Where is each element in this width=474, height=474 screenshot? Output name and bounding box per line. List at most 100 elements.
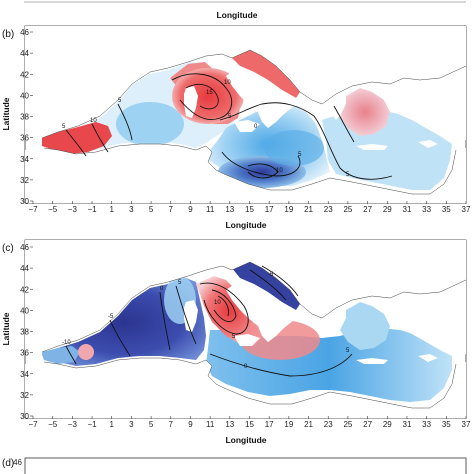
contour-label: 15 bbox=[206, 90, 213, 96]
x-tick-label: −5 bbox=[48, 420, 58, 429]
contour-label: 5 bbox=[298, 152, 302, 158]
y-tick-label: 42 bbox=[20, 285, 29, 294]
x-tick-label: 15 bbox=[245, 205, 254, 214]
x-tick-label: 17 bbox=[265, 205, 274, 214]
x-tick-label: 19 bbox=[284, 420, 293, 429]
y-tick-label: 38 bbox=[20, 113, 29, 122]
x-tick-label: 23 bbox=[324, 205, 333, 214]
contour-label: -10 bbox=[62, 340, 71, 346]
x-tick-label: −3 bbox=[68, 205, 78, 214]
x-tick-label: 35 bbox=[442, 420, 451, 429]
y-tick-label: 34 bbox=[20, 155, 29, 164]
x-tick-label: 19 bbox=[284, 205, 293, 214]
x-tick-label: −5 bbox=[48, 205, 58, 214]
x-tick-label: 9 bbox=[188, 420, 193, 429]
x-tick-label: 35 bbox=[442, 205, 451, 214]
y-tick-label: 30 bbox=[20, 412, 29, 421]
panel-b-contour-labels: 5 10 15 10 5 5 0 5 10 5 bbox=[62, 80, 350, 178]
panel-d-label: (d) bbox=[2, 458, 14, 469]
panel-b-alboran bbox=[42, 122, 112, 154]
panel-b: (b) bbox=[1, 25, 471, 230]
x-tick-label: 3 bbox=[129, 205, 134, 214]
x-tick-label: 27 bbox=[363, 205, 372, 214]
panel-c: (c) bbox=[1, 239, 471, 445]
x-tick-label: 23 bbox=[324, 420, 333, 429]
panel-c-ylabel: Latitude bbox=[1, 312, 11, 345]
contour-label: -5 bbox=[108, 314, 114, 320]
x-tick-label: 33 bbox=[422, 205, 431, 214]
x-tick-label: 25 bbox=[343, 205, 352, 214]
x-tick-label: −1 bbox=[87, 205, 97, 214]
x-tick-label: −1 bbox=[87, 420, 97, 429]
y-tick-label: 38 bbox=[20, 328, 29, 337]
x-tick-label: 21 bbox=[304, 205, 313, 214]
panel-b-adriatic bbox=[232, 50, 300, 98]
panel-b-contours bbox=[65, 73, 393, 180]
y-tick-label: 44 bbox=[20, 49, 29, 58]
contour-label: 5 bbox=[228, 114, 232, 120]
contour-label: 0 bbox=[254, 124, 258, 130]
x-tick-label: 1 bbox=[110, 205, 115, 214]
y-tick-label: 30 bbox=[20, 197, 29, 206]
panel-c-label: (c) bbox=[2, 243, 14, 254]
x-tick-label: −7 bbox=[28, 205, 38, 214]
panel-c-xlabel: Longitude bbox=[225, 435, 266, 445]
y-tick-label: 46 bbox=[20, 28, 29, 37]
panel-b-xlabel: Longitude bbox=[225, 220, 266, 230]
x-tick-label: 11 bbox=[206, 205, 215, 214]
contour-label: 0 bbox=[160, 286, 164, 292]
panel-b-ylabel: Latitude bbox=[1, 97, 11, 130]
panel-b-coastlines bbox=[41, 49, 467, 195]
x-tick-label: 31 bbox=[403, 205, 412, 214]
x-tick-label: 21 bbox=[304, 420, 313, 429]
x-tick-label: 7 bbox=[169, 205, 174, 214]
contour-label: 5 bbox=[62, 124, 66, 130]
panel-c-sea bbox=[42, 262, 452, 402]
x-tick-label: 17 bbox=[265, 420, 274, 429]
panel-c-y-ticks: 30 32 34 36 38 40 42 44 46 bbox=[20, 243, 33, 421]
y-tick-label: 32 bbox=[20, 176, 29, 185]
panel-b-label: (b) bbox=[2, 29, 14, 40]
x-tick-label: 25 bbox=[343, 420, 352, 429]
panel-b-sea bbox=[42, 50, 452, 190]
x-tick-label: 3 bbox=[129, 420, 134, 429]
x-tick-label: 33 bbox=[422, 420, 431, 429]
panel-c-land bbox=[25, 240, 466, 418]
x-tick-label: 5 bbox=[149, 420, 154, 429]
x-tick-label: 29 bbox=[383, 205, 392, 214]
x-tick-label: 1 bbox=[110, 420, 115, 429]
x-tick-label: 37 bbox=[462, 420, 471, 429]
x-tick-label: 15 bbox=[245, 420, 254, 429]
panel-c-adriatic bbox=[232, 262, 300, 310]
panel-d-y-tick: 46 bbox=[13, 458, 22, 467]
panel-d-fragment: (d) 46 bbox=[2, 457, 467, 474]
contour-label: 10 bbox=[276, 168, 283, 174]
contour-label: 5 bbox=[178, 280, 182, 286]
panel-b-land bbox=[25, 26, 466, 203]
panel-b-x-ticks: −7 −5 −3 −1 1 3 5 7 9 11 13 15 17 19 21 23 25 27 29 31 33 35 3… bbox=[28, 201, 471, 214]
y-tick-label: 36 bbox=[20, 349, 29, 358]
x-tick-label: 9 bbox=[188, 205, 193, 214]
contour-label: 5 bbox=[346, 348, 350, 354]
y-tick-label: 40 bbox=[20, 91, 29, 100]
x-tick-label: 31 bbox=[403, 420, 412, 429]
y-tick-label: 34 bbox=[20, 370, 29, 379]
y-tick-label: 44 bbox=[20, 264, 29, 273]
panel-a-fragment: Longitude bbox=[24, 1, 466, 20]
x-tick-label: 29 bbox=[383, 420, 392, 429]
contour-label: 5 bbox=[346, 172, 350, 178]
panel-c-contour-labels: -10 -5 0 5 10 5 0 -5 5 bbox=[62, 272, 350, 370]
contour-label: 5 bbox=[232, 334, 236, 340]
x-tick-label: −3 bbox=[68, 420, 78, 429]
x-tick-label: 11 bbox=[206, 420, 215, 429]
x-tick-label: 27 bbox=[363, 420, 372, 429]
y-tick-label: 40 bbox=[20, 306, 29, 315]
x-tick-label: 37 bbox=[462, 205, 471, 214]
panel-c-coastlines bbox=[41, 261, 467, 409]
x-tick-label: −7 bbox=[28, 420, 38, 429]
panel-a-xlabel: Longitude bbox=[216, 10, 257, 20]
panel-c-contours bbox=[65, 265, 353, 377]
contour-label: 5 bbox=[118, 98, 122, 104]
contour-label: 0 bbox=[244, 364, 248, 370]
